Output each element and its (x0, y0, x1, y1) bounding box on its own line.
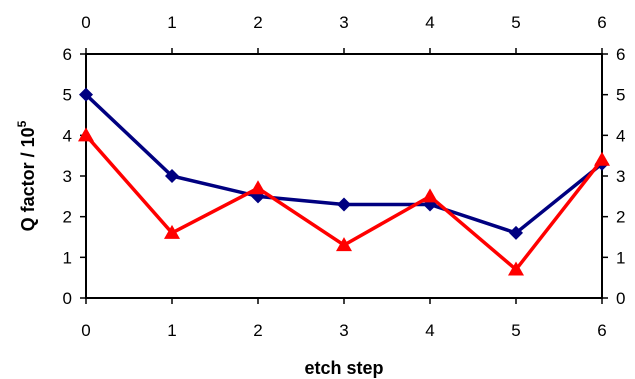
x-tick-label-top: 5 (511, 13, 520, 32)
x-tick-label-top: 1 (167, 13, 176, 32)
x-tick-label-top: 2 (253, 13, 262, 32)
plot-frame (85, 53, 603, 299)
series-2-point (164, 224, 180, 239)
series-1-point (165, 169, 179, 183)
x-tick-label-bottom: 3 (339, 321, 348, 340)
x-tick-label-bottom: 6 (597, 321, 606, 340)
y-tick-label-left: 5 (63, 86, 72, 105)
x-tick-label-bottom: 1 (167, 321, 176, 340)
y-tick-label-left: 0 (63, 289, 72, 308)
series-1-point (337, 197, 351, 212)
y-tick-label-left: 2 (63, 208, 72, 227)
series-2-point (594, 151, 610, 166)
y-tick-label-left: 6 (63, 45, 72, 64)
x-tick-label-bottom: 0 (81, 321, 90, 340)
y-tick-label-right: 5 (616, 86, 625, 105)
series-2-point (250, 180, 266, 195)
y-tick-label-left: 1 (63, 248, 72, 267)
y-tick-label-right: 2 (616, 208, 625, 227)
x-tick-label-top: 4 (425, 13, 434, 32)
y-axis-title-exponent: 5 (15, 120, 29, 127)
series-layer (78, 87, 610, 276)
series-1-point (509, 225, 523, 240)
y-tick-label-right: 1 (616, 248, 625, 267)
y-axis-title-main: Q factor / 10 (18, 127, 38, 231)
y-tick-label-left: 4 (63, 126, 72, 145)
y-axis-title: Q factor / 105 (15, 120, 38, 231)
y-tick-label-right: 6 (616, 45, 625, 64)
series-2-point (422, 188, 438, 203)
y-tick-label-left: 3 (63, 167, 72, 186)
series-1-point (79, 87, 93, 102)
x-tick-label-bottom: 5 (511, 321, 520, 340)
series-2-point (78, 127, 94, 142)
x-tick-label-top: 6 (597, 13, 606, 32)
series-2-point (336, 237, 352, 252)
y-axis-title-group: Q factor / 105 (15, 120, 38, 231)
y-tick-label-right: 0 (616, 289, 625, 308)
x-tick-label-bottom: 2 (253, 321, 262, 340)
x-tick-label-top: 0 (81, 13, 90, 32)
series-2-point (508, 261, 524, 276)
x-tick-label-bottom: 4 (425, 321, 434, 340)
series-1-line (84, 93, 604, 235)
x-tick-label-top: 3 (339, 13, 348, 32)
x-axis-title: etch step (304, 358, 383, 378)
y-tick-label-right: 3 (616, 167, 625, 186)
y-tick-label-right: 4 (616, 126, 625, 145)
